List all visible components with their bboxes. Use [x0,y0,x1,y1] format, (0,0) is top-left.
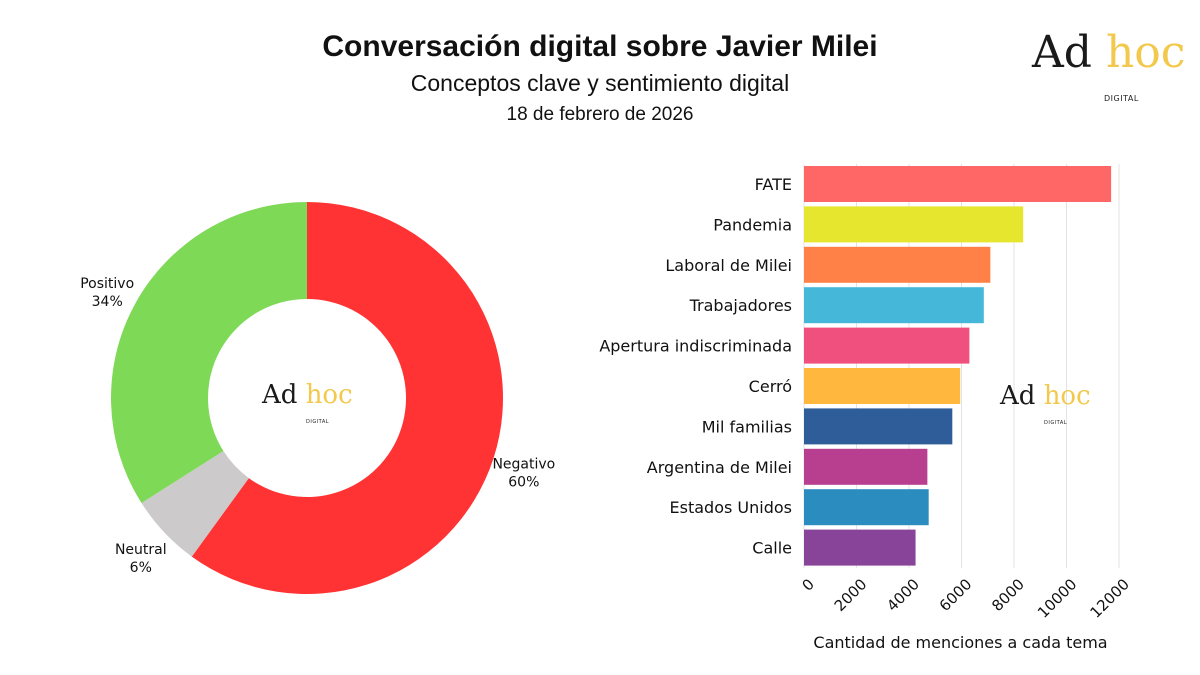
chart-date: 18 de febrero de 2026 [506,104,694,125]
donut-slice-positivo [111,202,307,504]
bar-category-label: Cerró [749,377,792,396]
x-axis-label: Cantidad de menciones a cada tema [813,633,1107,652]
x-tick-label-10000: 10000 [1034,575,1080,621]
bar-category-label: Argentina de Milei [647,458,792,477]
bar-category-label: Calle [752,539,792,558]
brand-logo-donut-watermark: Ad hoc DIGITAL [262,380,353,425]
brand-tagline: DIGITAL [306,419,330,425]
bar-category-label: FATE [755,175,792,194]
donut-label-neutral: Neutral 6% [115,542,167,576]
brand-name-part2: hoc [305,380,353,410]
donut-slice-neutral [141,451,249,557]
brand-name-part2: hoc [1105,27,1186,78]
x-tick-label-8000: 8000 [988,575,1028,615]
x-tick-label-12000: 12000 [1086,575,1132,621]
bar-category-label: Apertura indiscriminada [599,337,792,356]
brand-tagline: DIGITAL [1044,420,1068,426]
donut-label-negativo: Negativo 60% [492,456,555,490]
bar-fate [804,166,1112,202]
bar-category-label: Laboral de Milei [665,256,792,275]
bar-category-label: Mil familias [702,417,792,436]
chart-subtitle: Conceptos clave y sentimiento digital [410,70,790,96]
bar-estados-unidos [804,489,929,526]
bar-apertura-indiscriminada [804,327,970,364]
brand-name-part2: hoc [1043,381,1091,411]
donut-slice-negativo [191,202,503,594]
chart-title: Conversación digital sobre Javier Milei [322,30,878,63]
brand-logo-top: Ad hoc DIGITAL [1032,27,1186,104]
bar-laboral-de-milei [804,246,991,283]
bar-trabajadores [804,287,984,324]
brand-name-part1: Ad [262,380,298,410]
bar-pandemia [804,206,1024,243]
bar-category-label: Trabajadores [689,296,792,315]
donut-label-positivo: Positivo 34% [80,276,134,310]
x-tick-label-6000: 6000 [936,575,976,615]
bar-mil-familias [804,408,953,445]
x-tick-label-4000: 4000 [883,575,923,615]
bar-category-label: Pandemia [713,215,792,234]
brand-logo-bar-watermark: Ad hoc DIGITAL [1000,381,1091,426]
x-tick-label-2000: 2000 [831,575,871,615]
donut-chart: Negativo 60% Neutral 6% Positivo 34% [80,202,555,594]
bar-argentina-de-milei [804,448,928,485]
brand-tagline: DIGITAL [1104,94,1139,103]
x-tick-label-0: 0 [798,575,817,594]
bar-calle [804,529,916,566]
bar-category-label: Estados Unidos [670,498,792,517]
brand-name-part1: Ad [1032,27,1092,78]
bar-cerró [804,368,961,404]
brand-name-part1: Ad [1000,381,1036,411]
